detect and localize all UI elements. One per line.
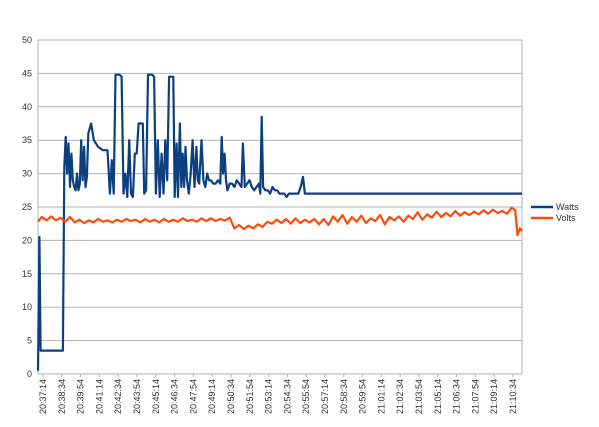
x-tick-label: 20:58:34	[339, 379, 349, 414]
y-tick-label: 30	[22, 169, 32, 179]
x-tick-label: 21:10:34	[508, 379, 518, 414]
x-tick-label: 20:42:34	[113, 379, 123, 414]
x-tick-label: 20:59:54	[358, 379, 368, 414]
x-tick-label: 20:55:54	[301, 379, 311, 414]
y-tick-label: 0	[27, 369, 32, 379]
series-line-watts	[36, 73, 523, 371]
x-tick-label: 20:39:54	[76, 379, 86, 414]
y-tick-label: 5	[27, 336, 32, 346]
x-tick-label: 21:09:14	[489, 379, 499, 414]
y-tick-label: 15	[22, 269, 32, 279]
x-axis: 20:37:14 20:38:34 20:39:54 20:41:14 20:42:34…	[38, 374, 518, 414]
x-tick-label: 21:03:54	[414, 379, 424, 414]
x-tick-label: 20:43:54	[132, 379, 142, 414]
y-tick-label: 10	[22, 302, 32, 312]
y-tick-label: 50	[22, 35, 32, 45]
x-tick-label: 20:41:14	[94, 379, 104, 414]
y-tick-label: 45	[22, 68, 32, 78]
legend-label-watts: Watts	[556, 202, 579, 212]
x-tick-label: 20:38:34	[57, 379, 67, 414]
x-tick-label: 20:47:54	[188, 379, 198, 414]
y-axis: 0 5 10 15 20 25 30 35 40 45 50	[22, 35, 32, 379]
x-tick-label: 20:46:34	[170, 379, 180, 414]
x-tick-label: 21:01:14	[376, 379, 386, 414]
x-tick-label: 20:50:34	[226, 379, 236, 414]
x-tick-label: 20:37:14	[38, 379, 48, 414]
x-tick-label: 21:05:14	[433, 379, 443, 414]
y-tick-label: 20	[22, 235, 32, 245]
x-tick-label: 20:57:14	[320, 379, 330, 414]
x-tick-label: 20:45:14	[151, 379, 161, 414]
x-tick-label: 21:02:34	[395, 379, 405, 414]
y-tick-label: 40	[22, 102, 32, 112]
x-tick-label: 21:06:34	[452, 379, 462, 414]
grid-lines	[37, 39, 523, 375]
series-lines	[36, 73, 523, 371]
x-tick-label: 20:54:34	[282, 379, 292, 414]
series-line-volts	[37, 206, 523, 237]
x-tick-label: 20:53:14	[264, 379, 274, 414]
y-tick-label: 25	[22, 202, 32, 212]
x-tick-label: 21:07:54	[470, 379, 480, 414]
legend-label-volts: Volts	[556, 213, 576, 223]
y-tick-label: 35	[22, 135, 32, 145]
x-tick-label: 20:51:54	[245, 379, 255, 414]
x-tick-label: 20:49:14	[207, 379, 217, 414]
